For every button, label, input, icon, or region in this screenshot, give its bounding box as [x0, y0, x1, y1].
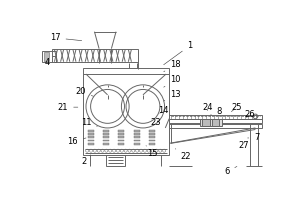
Bar — [118, 136, 124, 138]
Bar — [149, 136, 155, 138]
Bar — [44, 52, 49, 61]
Text: 8: 8 — [211, 107, 222, 116]
Bar — [88, 136, 94, 138]
Text: 14: 14 — [158, 106, 169, 115]
Text: 21: 21 — [58, 103, 78, 112]
Bar — [149, 143, 155, 145]
Bar — [134, 143, 140, 145]
Bar — [103, 130, 109, 132]
Bar — [103, 143, 109, 145]
Bar — [106, 155, 125, 166]
Bar — [169, 119, 262, 123]
Bar — [169, 115, 262, 119]
Bar — [118, 133, 124, 135]
Text: 11: 11 — [81, 118, 97, 127]
Text: 22: 22 — [175, 149, 191, 161]
Bar — [103, 140, 109, 141]
Bar — [52, 49, 138, 62]
Bar — [118, 143, 124, 145]
Text: 27: 27 — [238, 141, 249, 150]
Text: 16: 16 — [68, 137, 86, 146]
Bar — [42, 51, 56, 62]
Bar — [134, 130, 140, 132]
Text: 4: 4 — [45, 58, 56, 67]
Text: 13: 13 — [164, 90, 181, 101]
Text: 20: 20 — [75, 87, 93, 96]
Bar — [118, 130, 124, 132]
Text: 18: 18 — [164, 60, 181, 72]
Text: 25: 25 — [231, 103, 242, 112]
Text: 23: 23 — [151, 118, 161, 127]
Text: 10: 10 — [164, 75, 181, 87]
Text: 6: 6 — [224, 166, 237, 176]
Text: 15: 15 — [146, 146, 158, 158]
Bar — [212, 119, 219, 126]
Bar — [200, 119, 221, 126]
Text: 26: 26 — [244, 110, 254, 119]
Bar — [134, 140, 140, 141]
Text: 2: 2 — [82, 155, 91, 166]
Text: 7: 7 — [248, 133, 260, 142]
Bar — [88, 130, 94, 132]
Bar — [118, 140, 124, 141]
Bar — [88, 140, 94, 141]
Text: 17: 17 — [50, 33, 82, 42]
Bar — [134, 136, 140, 138]
Text: 1: 1 — [164, 41, 193, 65]
Bar — [103, 133, 109, 135]
Bar — [103, 136, 109, 138]
Text: 24: 24 — [202, 103, 213, 112]
Bar — [83, 68, 169, 155]
Bar — [169, 124, 262, 128]
Bar — [149, 140, 155, 141]
Bar — [88, 133, 94, 135]
Bar — [149, 133, 155, 135]
Bar — [88, 143, 94, 145]
Bar — [134, 133, 140, 135]
Bar — [202, 119, 210, 126]
Bar — [149, 130, 155, 132]
